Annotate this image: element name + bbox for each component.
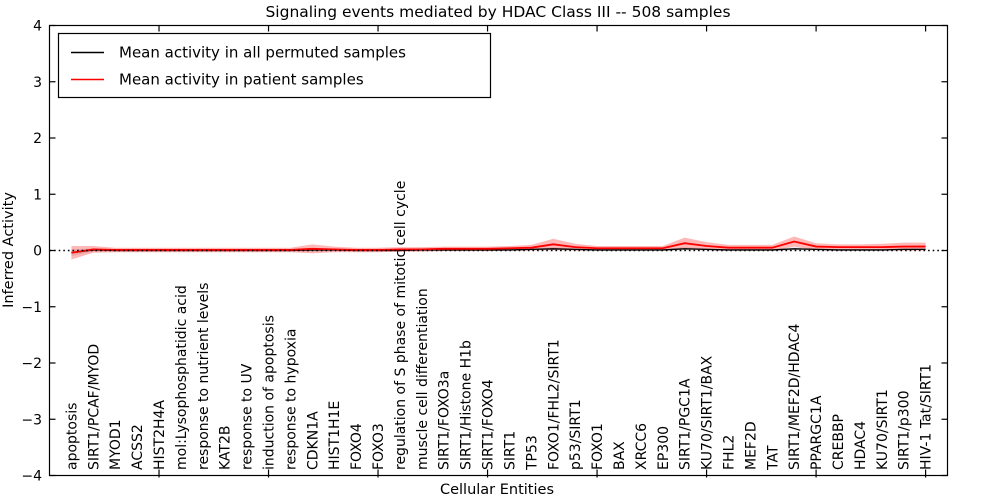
y-tick-label: −4: [21, 469, 42, 485]
x-tick-label: SIRT1/MEF2D/HDAC4: [787, 324, 803, 470]
x-tick-label: KU70/SIRT1/BAX: [700, 355, 716, 470]
y-tick-label: 2: [33, 131, 42, 147]
patient-series-line: [71, 240, 926, 254]
x-tick-label: response to nutrient levels: [196, 283, 212, 470]
chart-title: Signaling events mediated by HDAC Class …: [265, 3, 730, 21]
x-tick-label: SIRT1/FOXO3a: [437, 371, 453, 470]
x-tick-label: EP300: [656, 426, 672, 470]
x-tick-label: SIRT1/Histone H1b: [459, 340, 475, 470]
x-tick-label: FOXO1/FHL2/SIRT1: [546, 339, 562, 470]
y-tick-label: 0: [33, 244, 42, 260]
x-tick-label: TAT: [765, 445, 781, 471]
plot-content: 4 3 2 1 0 −1 −2 −3 −4 apoptosis SIRT1/PCAF/MYOD MYO…: [21, 19, 948, 485]
x-tick-label: CDKN1A: [305, 411, 321, 470]
y-tick-label: 3: [33, 75, 42, 91]
x-tick-label: p53/SIRT1: [568, 399, 584, 470]
x-tick-label: SIRT1/p300: [897, 390, 913, 470]
y-tick-label: 1: [33, 187, 42, 203]
x-tick-label: SIRT1: [502, 431, 518, 470]
x-tick-label: BAX: [612, 441, 628, 470]
legend-patient-label: Mean activity in patient samples: [119, 71, 364, 89]
x-tick-label: response to hypoxia: [283, 329, 299, 470]
y-tick-label: −3: [21, 412, 42, 428]
x-tick-label: mol:Lysophosphatidic acid: [174, 285, 190, 470]
y-tick-label: −2: [21, 356, 42, 372]
x-tick-label: FOXO1: [590, 423, 606, 470]
x-tick-label: FOXO3: [371, 423, 387, 470]
x-tick-label: SIRT1/PGC1A: [678, 378, 694, 470]
x-tick-label: FHL2: [721, 435, 737, 470]
x-axis-label: Cellular Entities: [440, 482, 554, 498]
x-tick-label: KAT2B: [218, 426, 234, 471]
x-tick-label: muscle cell differentiation: [415, 288, 431, 470]
x-tick-label: MYOD1: [108, 419, 124, 470]
x-tick-label: FOXO4: [349, 423, 365, 470]
legend-box: [57, 32, 492, 99]
x-tick-label: HIST2H4A: [152, 400, 168, 470]
x-tick-label: regulation of S phase of mitotic cell cy…: [393, 181, 409, 470]
x-tick-label: induction of apoptosis: [262, 315, 278, 470]
y-tick-label: 4: [33, 19, 42, 35]
legend: Mean activity in all permuted samples Me…: [57, 32, 492, 99]
y-axis-label: Inferred Activity: [1, 192, 17, 308]
x-tick-label: SIRT1/PCAF/MYOD: [86, 344, 102, 470]
x-tick-label: response to UV: [240, 363, 256, 470]
x-tick-label: apoptosis: [64, 403, 80, 470]
x-tick-label: XRCC6: [634, 423, 650, 470]
x-tick-label: ACSS2: [130, 424, 146, 470]
legend-permuted-label: Mean activity in all permuted samples: [119, 44, 406, 62]
x-tick-label: HDAC4: [853, 421, 869, 470]
x-tick-label: HIST1H1E: [327, 401, 343, 470]
x-tick-label: TP53: [524, 435, 540, 471]
x-tick-label: MEF2D: [743, 421, 759, 470]
x-tick-label: PPARGC1A: [809, 395, 825, 470]
x-tick-label: HIV-1 Tat/SIRT1: [919, 364, 935, 470]
plot-frame: [48, 24, 949, 477]
x-tick-label: CREBBP: [831, 414, 847, 470]
x-tick-label: KU70/SIRT1: [875, 389, 891, 470]
x-tick-label: SIRT1/FOXO4: [481, 379, 497, 470]
y-tick-label: −1: [21, 300, 42, 316]
